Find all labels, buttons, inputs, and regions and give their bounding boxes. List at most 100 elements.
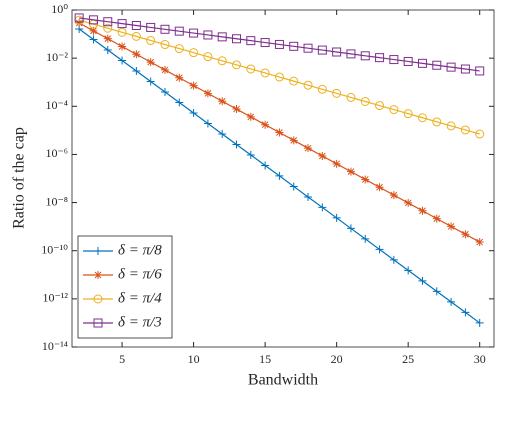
marker [303, 43, 313, 53]
x-tick-label: 15 [259, 352, 271, 366]
marker [360, 51, 370, 61]
marker [360, 97, 370, 107]
x-tick-label: 5 [119, 352, 125, 366]
y-tick-label: 10⁻⁸ [45, 194, 68, 208]
marker [232, 105, 241, 114]
marker [460, 125, 470, 135]
marker [217, 56, 227, 66]
marker [117, 27, 127, 37]
marker [203, 30, 213, 40]
marker [275, 171, 284, 180]
marker [103, 34, 112, 43]
marker [103, 45, 112, 54]
legend-marker [94, 247, 102, 255]
marker [432, 214, 441, 223]
series-line [78, 19, 480, 135]
y-tick-label: 10⁻¹² [42, 291, 68, 305]
marker [246, 112, 255, 121]
marker [103, 17, 113, 27]
marker [418, 276, 427, 285]
marker [303, 80, 313, 90]
legend-label: δ = π/4 [118, 290, 162, 306]
marker [131, 21, 141, 31]
x-tick-label: 20 [331, 352, 343, 366]
marker [403, 109, 413, 119]
marker [246, 36, 256, 46]
marker [175, 73, 184, 82]
marker [275, 128, 284, 137]
marker [160, 65, 169, 74]
marker [375, 245, 384, 254]
marker [375, 183, 384, 192]
marker [160, 87, 169, 96]
marker [174, 44, 184, 54]
marker [218, 97, 227, 106]
marker [346, 92, 356, 102]
marker [404, 266, 413, 275]
marker [261, 161, 270, 170]
marker [74, 13, 84, 23]
marker [361, 234, 370, 243]
marker [118, 56, 127, 65]
y-axis-label: Ratio of the cap [11, 127, 28, 229]
marker [260, 68, 270, 78]
legend-label: δ = π/6 [118, 266, 162, 282]
marker [117, 19, 127, 29]
marker [132, 50, 141, 59]
marker [203, 52, 213, 62]
marker [89, 26, 98, 35]
marker [132, 67, 141, 76]
marker [475, 129, 485, 139]
marker [346, 167, 355, 176]
marker [346, 49, 356, 59]
marker [274, 72, 284, 82]
marker [346, 224, 355, 233]
y-tick-label: 10⁻¹⁴ [42, 339, 68, 353]
y-tick-label: 10⁰ [51, 2, 68, 16]
marker [446, 62, 456, 72]
marker [475, 238, 484, 247]
marker [375, 53, 385, 63]
marker [432, 60, 442, 70]
legend-marker [93, 294, 103, 304]
marker [418, 206, 427, 215]
marker [203, 119, 212, 128]
marker [417, 58, 427, 68]
marker [404, 198, 413, 207]
legend-label: δ = π/3 [118, 314, 162, 330]
marker [475, 318, 484, 327]
marker [289, 182, 298, 191]
marker [332, 47, 342, 57]
marker [361, 175, 370, 184]
marker [274, 39, 284, 49]
marker [375, 101, 385, 111]
marker [218, 129, 227, 138]
marker [232, 140, 241, 149]
marker [146, 35, 156, 45]
marker [217, 32, 227, 42]
marker [461, 230, 470, 239]
x-axis-label: Bandwidth [248, 372, 318, 389]
marker [317, 84, 327, 94]
marker [232, 60, 242, 70]
marker [189, 28, 199, 38]
x-tick-label: 25 [402, 352, 414, 366]
marker [289, 41, 299, 51]
marker [160, 24, 170, 34]
marker [447, 297, 456, 306]
marker [318, 203, 327, 212]
y-tick-label: 10⁻⁴ [45, 98, 68, 112]
legend-label: δ = π/8 [118, 242, 162, 258]
marker [289, 136, 298, 145]
marker [246, 64, 256, 74]
marker [460, 64, 470, 74]
marker [432, 287, 441, 296]
marker [89, 35, 98, 44]
marker [318, 151, 327, 160]
marker [304, 192, 313, 201]
marker [332, 88, 342, 98]
marker [389, 55, 399, 65]
marker [389, 191, 398, 200]
